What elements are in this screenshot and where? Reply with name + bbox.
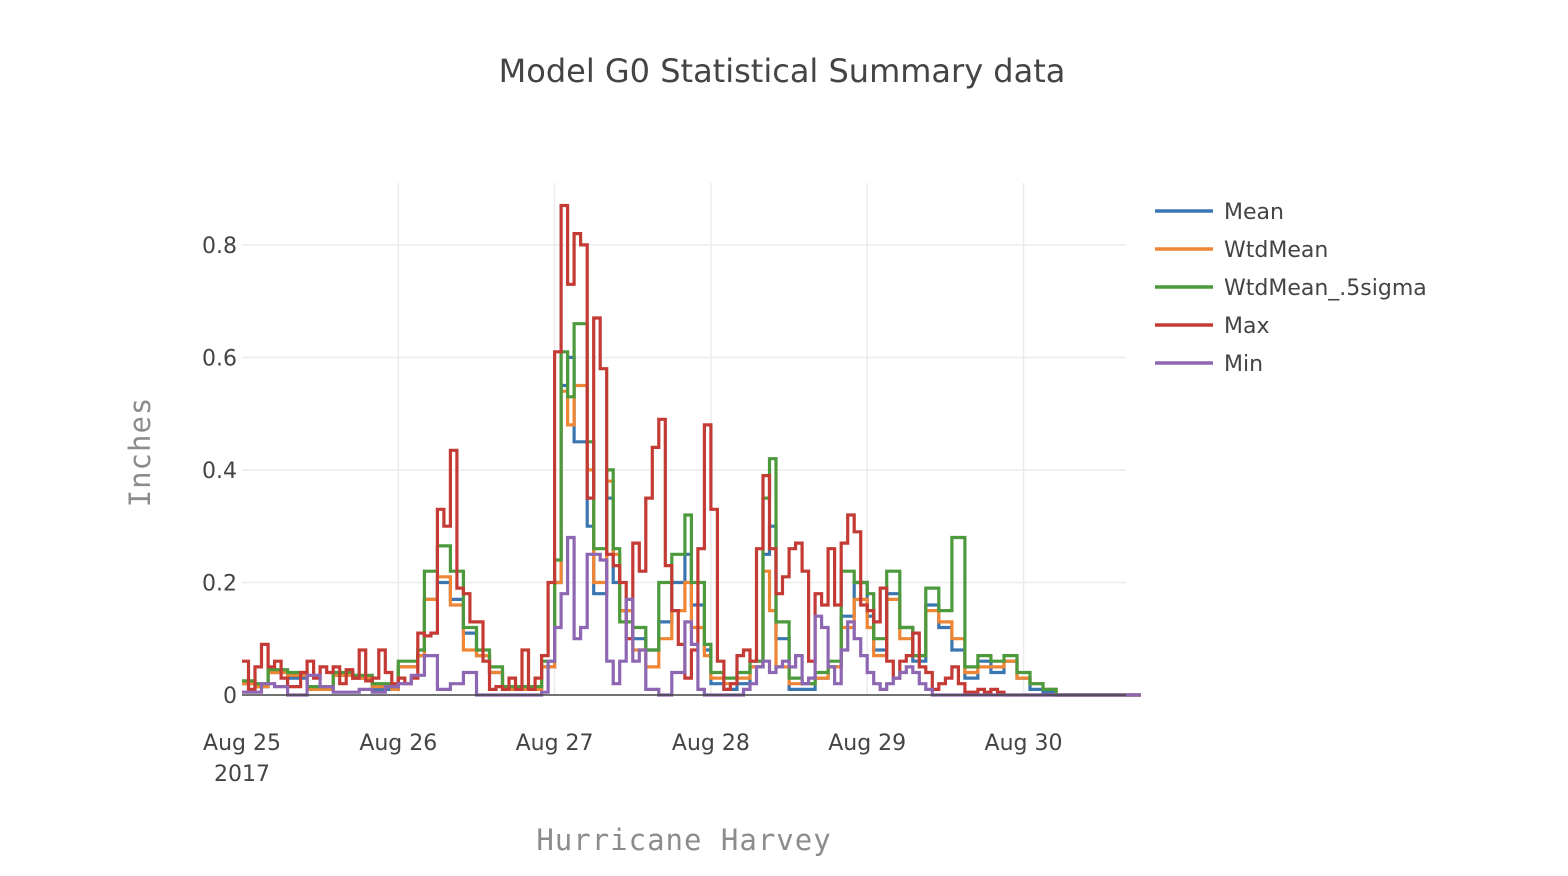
y-tick-label: 0.2 <box>202 571 237 596</box>
x-tick-label: Aug 27 <box>516 731 594 756</box>
legend-label: WtdMean_.5sigma <box>1224 276 1427 301</box>
y-tick-label: 0 <box>223 684 237 709</box>
legend-label: Mean <box>1224 200 1284 225</box>
legend-item-mean[interactable]: Mean <box>1155 200 1284 225</box>
legend-item-max[interactable]: Max <box>1155 314 1269 339</box>
y-tick-label: 0.4 <box>202 459 237 484</box>
series-line-wtdmean-5sigma <box>242 322 1141 697</box>
legend-item-wtdmean[interactable]: WtdMean <box>1155 238 1328 263</box>
legend[interactable]: Mean WtdMean WtdMean_.5sigma Max Min <box>1155 200 1427 377</box>
legend-item-min[interactable]: Min <box>1155 352 1263 377</box>
x-tick-label: Aug 30 <box>985 731 1063 756</box>
x-tick-label: Aug 28 <box>672 731 750 756</box>
legend-label: WtdMean <box>1224 238 1328 263</box>
y-tick-label: 0.6 <box>202 346 237 371</box>
legend-label: Min <box>1224 352 1263 377</box>
x-tick-label: Aug 26 <box>359 731 437 756</box>
x-tick-label: Aug 29 <box>828 731 906 756</box>
y-axis-title: Inches <box>123 397 157 508</box>
legend-item-wtdmean-5sigma[interactable]: WtdMean_.5sigma <box>1155 276 1427 301</box>
grid-layer <box>242 183 1126 695</box>
y-tick-label: 0.8 <box>202 234 237 259</box>
legend-label: Max <box>1224 314 1269 339</box>
x-axis-title: Hurricane Harvey <box>536 823 831 857</box>
series-layer <box>242 203 1141 697</box>
chart-title: Model G0 Statistical Summary data <box>499 52 1066 90</box>
x-tick-year-label: 2017 <box>214 762 270 787</box>
axes-layer: 0 0.2 0.4 0.6 0.8 Aug 25 2017 Aug 26 Aug 27 Aug 2… <box>202 234 1126 787</box>
x-tick-label: Aug 25 <box>203 731 281 756</box>
